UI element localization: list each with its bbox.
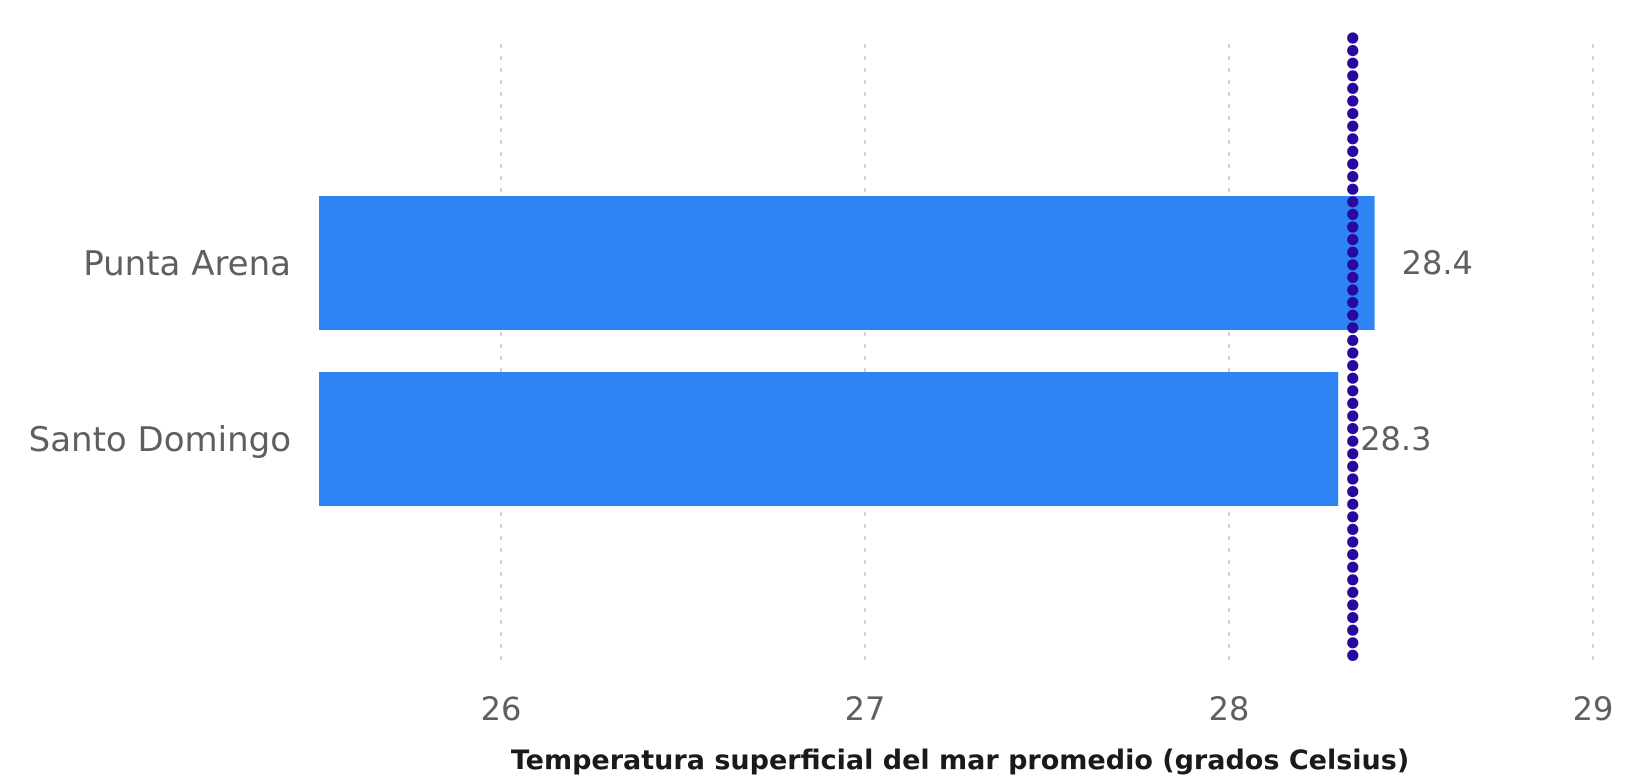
reference-line-dot	[1347, 423, 1359, 435]
reference-line-dot	[1347, 196, 1359, 208]
reference-line-dot	[1347, 486, 1359, 498]
reference-line-dot	[1347, 586, 1359, 599]
category-label-punta-arena: Punta Arena	[83, 244, 291, 284]
reference-line-dot	[1347, 120, 1359, 132]
reference-line-dot	[1347, 108, 1359, 120]
reference-line-dot	[1347, 372, 1359, 384]
reference-line-dot	[1347, 360, 1359, 372]
reference-line-dot	[1347, 624, 1359, 636]
reference-line-dot	[1347, 32, 1359, 44]
reference-line-dot	[1347, 536, 1359, 548]
category-label-santo-domingo: Santo Domingo	[29, 420, 291, 460]
reference-line-dot	[1347, 410, 1359, 422]
reference-line-dot	[1347, 284, 1359, 296]
x-tick-label-29: 29	[1573, 690, 1614, 728]
reference-line-dot	[1347, 297, 1359, 309]
reference-line-dot	[1347, 57, 1359, 69]
grid-lines	[500, 44, 1594, 666]
reference-line-dot	[1347, 448, 1359, 460]
reference-line-dot	[1347, 460, 1359, 472]
reference-line-dot	[1347, 561, 1359, 573]
reference-line-dot	[1347, 183, 1359, 195]
bar-santo-domingo	[319, 372, 1339, 506]
reference-line-dot	[1347, 523, 1359, 536]
reference-line-dot	[1347, 473, 1359, 485]
reference-line-dot	[1347, 637, 1359, 649]
reference-line-dot	[1347, 334, 1359, 346]
reference-line-dot	[1347, 133, 1359, 145]
reference-line-dot	[1347, 511, 1359, 523]
reference-line-dot	[1347, 145, 1359, 157]
reference-line-dot	[1347, 347, 1359, 359]
bars	[319, 196, 1375, 506]
reference-line-dot	[1347, 271, 1359, 283]
bar-punta-arena	[319, 196, 1375, 330]
reference-line-dot	[1347, 259, 1359, 271]
reference-line-dot	[1347, 649, 1359, 662]
reference-line-dot	[1347, 612, 1359, 624]
reference-line-dot	[1347, 309, 1359, 321]
reference-line-dot	[1347, 385, 1359, 397]
reference-line-dot	[1347, 221, 1359, 233]
data-label-santo-domingo: 28.3	[1360, 420, 1431, 458]
data-label-punta-arena: 28.4	[1402, 244, 1473, 282]
reference-line-dot	[1347, 246, 1359, 258]
reference-line-dot	[1347, 234, 1359, 246]
reference-line-dot	[1347, 158, 1359, 170]
reference-line-dot	[1347, 498, 1359, 510]
reference-line-dot	[1347, 82, 1359, 94]
x-tick-label-28: 28	[1209, 690, 1250, 728]
reference-line-dot	[1347, 435, 1359, 447]
reference-line-dot	[1347, 70, 1359, 82]
reference-line	[1347, 32, 1359, 662]
reference-line-dot	[1347, 95, 1359, 107]
labels: 26 27 28 29 Punta Arena 28.4 Santo Domingo 28.3	[29, 244, 1614, 728]
reference-line-dot	[1347, 208, 1359, 220]
reference-line-dot	[1347, 549, 1359, 561]
reference-line-dot	[1347, 574, 1359, 586]
reference-line-dot	[1347, 171, 1359, 183]
reference-line-dot	[1347, 599, 1359, 611]
x-tick-label-26: 26	[481, 690, 522, 728]
reference-line-dot	[1347, 322, 1359, 334]
reference-line-dot	[1347, 397, 1359, 409]
x-axis-title: Temperatura superficial del mar promedio…	[511, 745, 1409, 776]
reference-line-dot	[1347, 45, 1359, 57]
x-tick-label-27: 27	[845, 690, 886, 728]
